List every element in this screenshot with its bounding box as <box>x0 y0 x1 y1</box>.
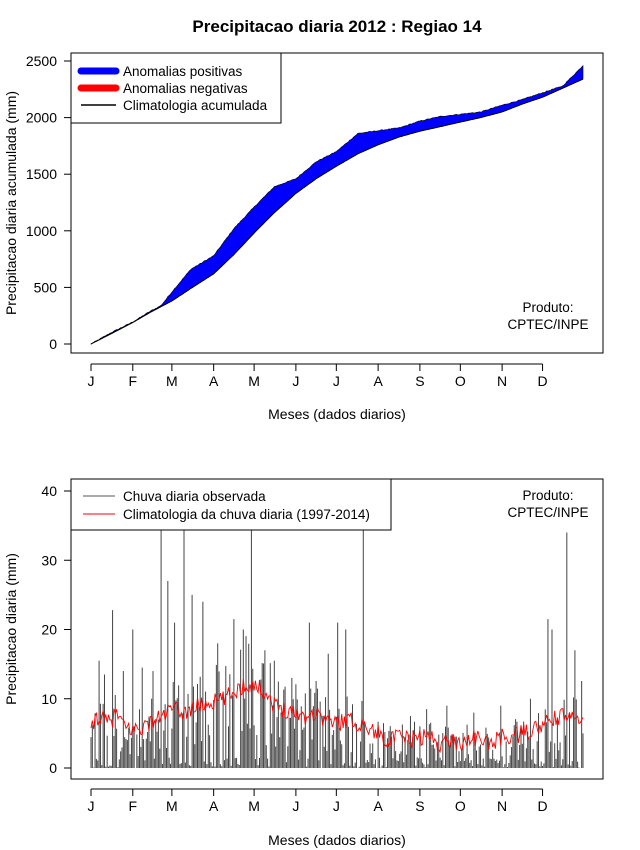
x-tick-label: N <box>497 373 507 389</box>
legend-label-daily-climatology: Climatologia da chuva diaria (1997-2014) <box>123 507 370 522</box>
y-tick-label: 10 <box>41 691 57 707</box>
legend-daily: Chuva diaria observada Climatologia da c… <box>70 478 392 531</box>
y-axis-cumulative: 0 500 1000 1500 2000 2500 <box>26 53 71 352</box>
x-axis-label-daily: Meses (dados diarios) <box>268 832 406 848</box>
x-tick-label: J <box>88 798 95 814</box>
legend-label-negative: Anomalias negativas <box>123 81 248 96</box>
y-tick-label: 40 <box>41 483 57 499</box>
x-tick-label: F <box>129 373 138 389</box>
y-axis-label-daily: Precipitacao diaria (mm) <box>3 553 19 705</box>
x-tick-label: O <box>455 798 466 814</box>
legend-label-climatology: Climatologia acumulada <box>123 98 268 113</box>
x-tick-label: F <box>129 798 138 814</box>
cumulative-climatology-line <box>90 78 584 345</box>
legend-cumulative: Anomalias positivas Anomalias negativas … <box>70 52 282 124</box>
legend-label-observed: Chuva diaria observada <box>123 489 266 504</box>
x-tick-label: M <box>166 373 178 389</box>
annotation-cptec-cumulative: CPTEC/INPE <box>507 317 588 332</box>
x-tick-label: M <box>248 798 260 814</box>
y-tick-label: 20 <box>41 622 57 638</box>
x-tick-label: D <box>537 373 547 389</box>
y-tick-label: 0 <box>49 760 57 776</box>
legend-label-positive: Anomalias positivas <box>123 64 243 79</box>
x-tick-label: J <box>333 373 340 389</box>
x-axis-label-cumulative: Meses (dados diarios) <box>268 406 406 422</box>
chart-title: Precipitacao diaria 2012 : Regiao 14 <box>192 17 482 36</box>
daily-climatology-layer <box>90 678 584 754</box>
x-tick-label: O <box>455 373 466 389</box>
annotation-cptec-daily: CPTEC/INPE <box>507 505 588 520</box>
y-tick-label: 0 <box>49 336 57 352</box>
y-tick-label: 2500 <box>26 53 57 69</box>
daily-climatology-line <box>90 678 584 754</box>
daily-bars-layer <box>90 529 584 768</box>
x-tick-label: S <box>415 373 424 389</box>
x-tick-label: A <box>209 373 219 389</box>
y-axis-daily: 0 10 20 30 40 <box>41 483 71 776</box>
x-tick-label: J <box>292 798 299 814</box>
x-tick-label: J <box>88 373 95 389</box>
plot-frame-cumulative <box>70 52 604 354</box>
cumulative-area-layer <box>90 64 584 345</box>
y-axis-label-cumulative: Precipitacao diaria acumulada (mm) <box>3 91 19 315</box>
annotation-produto-daily: Produto: <box>522 488 573 503</box>
y-tick-label: 30 <box>41 552 57 568</box>
x-tick-label: M <box>248 373 260 389</box>
x-tick-label: D <box>537 798 547 814</box>
y-tick-label: 500 <box>34 279 58 295</box>
legend-box-daily <box>70 478 392 531</box>
y-tick-label: 1000 <box>26 223 57 239</box>
annotation-produto-cumulative: Produto: <box>522 300 573 315</box>
cumulative-panel: 0 500 1000 1500 2000 2500 J F M A M J J A S O N D Precip… <box>3 52 604 422</box>
y-tick-label: 2000 <box>26 110 57 126</box>
x-tick-label: S <box>415 798 424 814</box>
daily-panel: 0 10 20 30 40 J F M A M J J A S O N D Precipitacao diar… <box>3 478 604 848</box>
y-tick-label: 1500 <box>26 166 57 182</box>
x-tick-label: A <box>373 373 383 389</box>
x-tick-label: M <box>166 798 178 814</box>
x-tick-label: J <box>333 798 340 814</box>
x-tick-label: A <box>373 798 383 814</box>
x-tick-label: J <box>292 373 299 389</box>
x-tick-label: N <box>497 798 507 814</box>
x-tick-label: A <box>209 798 219 814</box>
